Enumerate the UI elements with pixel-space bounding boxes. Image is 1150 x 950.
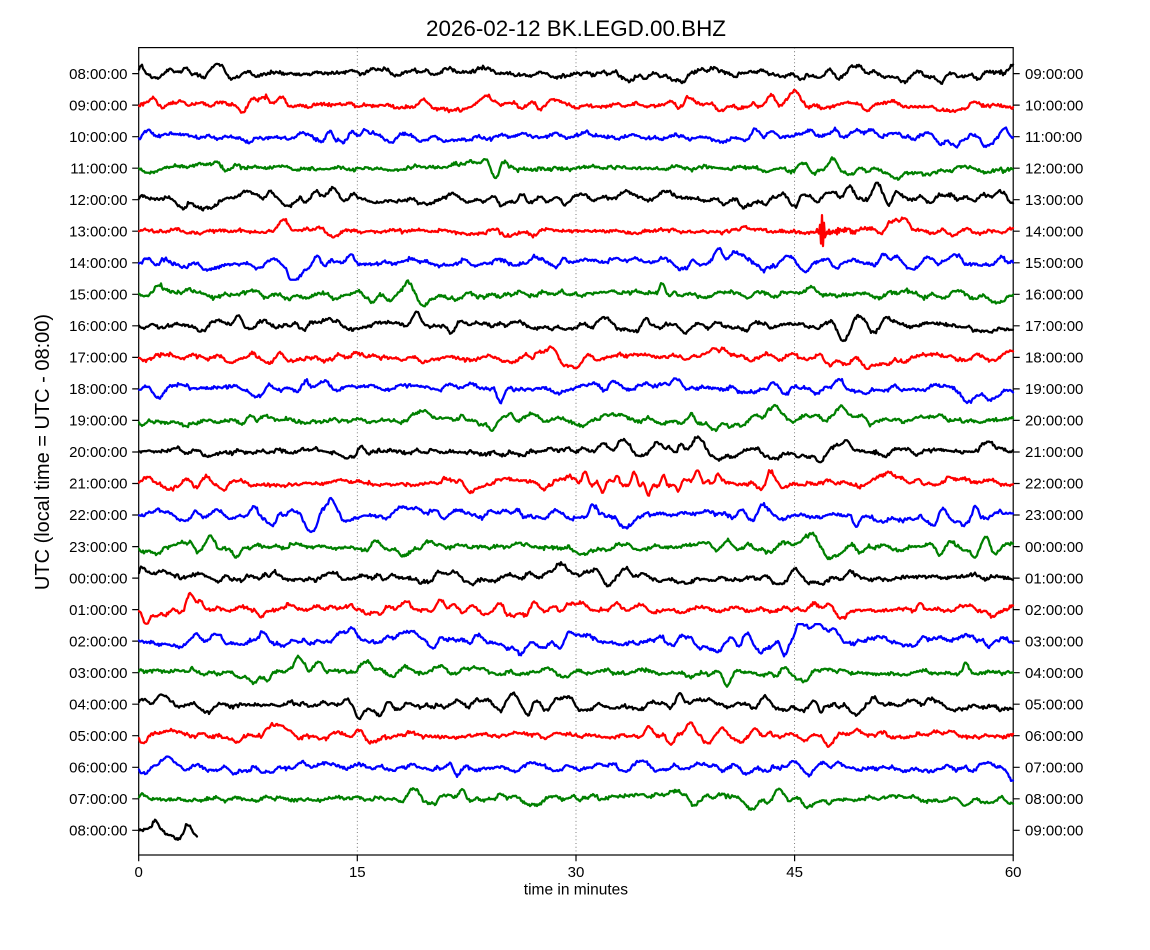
svg-text:45: 45 xyxy=(786,864,803,881)
svg-text:0: 0 xyxy=(135,864,143,881)
svg-text:UTC (local time = UTC - 08:00): UTC (local time = UTC - 08:00) xyxy=(32,314,54,590)
svg-text:60: 60 xyxy=(1005,864,1022,881)
svg-text:09:00:00: 09:00:00 xyxy=(1025,823,1083,840)
svg-text:12:00:00: 12:00:00 xyxy=(1025,160,1083,177)
svg-text:16:00:00: 16:00:00 xyxy=(69,318,127,335)
svg-text:05:00:00: 05:00:00 xyxy=(1025,696,1083,713)
svg-text:08:00:00: 08:00:00 xyxy=(69,823,127,840)
svg-text:15:00:00: 15:00:00 xyxy=(69,287,127,304)
svg-text:08:00:00: 08:00:00 xyxy=(1025,791,1083,808)
svg-text:00:00:00: 00:00:00 xyxy=(69,570,127,587)
svg-text:2026-02-12 BK.LEGD.00.BHZ: 2026-02-12 BK.LEGD.00.BHZ xyxy=(426,16,726,41)
svg-text:04:00:00: 04:00:00 xyxy=(69,696,127,713)
svg-text:16:00:00: 16:00:00 xyxy=(1025,287,1083,304)
svg-text:22:00:00: 22:00:00 xyxy=(69,507,127,524)
svg-text:06:00:00: 06:00:00 xyxy=(1025,728,1083,745)
svg-text:09:00:00: 09:00:00 xyxy=(1025,66,1083,83)
svg-text:23:00:00: 23:00:00 xyxy=(69,539,127,556)
svg-text:12:00:00: 12:00:00 xyxy=(69,192,127,209)
svg-text:01:00:00: 01:00:00 xyxy=(1025,570,1083,587)
svg-text:06:00:00: 06:00:00 xyxy=(69,760,127,777)
svg-text:05:00:00: 05:00:00 xyxy=(69,728,127,745)
svg-text:11:00:00: 11:00:00 xyxy=(1025,129,1082,146)
svg-text:09:00:00: 09:00:00 xyxy=(69,97,127,114)
svg-text:20:00:00: 20:00:00 xyxy=(1025,413,1083,430)
svg-text:13:00:00: 13:00:00 xyxy=(1025,192,1083,209)
svg-text:03:00:00: 03:00:00 xyxy=(69,665,127,682)
svg-text:14:00:00: 14:00:00 xyxy=(1025,223,1083,240)
svg-text:19:00:00: 19:00:00 xyxy=(69,413,127,430)
svg-text:18:00:00: 18:00:00 xyxy=(1025,350,1083,367)
svg-text:14:00:00: 14:00:00 xyxy=(69,255,127,272)
svg-text:08:00:00: 08:00:00 xyxy=(69,66,127,83)
svg-text:11:00:00: 11:00:00 xyxy=(70,160,127,177)
svg-text:17:00:00: 17:00:00 xyxy=(1025,318,1083,335)
svg-text:02:00:00: 02:00:00 xyxy=(69,633,127,650)
svg-text:07:00:00: 07:00:00 xyxy=(1025,760,1083,777)
svg-text:17:00:00: 17:00:00 xyxy=(69,350,127,367)
svg-text:21:00:00: 21:00:00 xyxy=(1025,444,1083,461)
svg-text:22:00:00: 22:00:00 xyxy=(1025,476,1083,493)
svg-text:15: 15 xyxy=(349,864,366,881)
svg-text:00:00:00: 00:00:00 xyxy=(1025,539,1083,556)
svg-text:13:00:00: 13:00:00 xyxy=(69,223,127,240)
svg-text:10:00:00: 10:00:00 xyxy=(1025,97,1083,114)
svg-text:21:00:00: 21:00:00 xyxy=(69,476,127,493)
svg-text:01:00:00: 01:00:00 xyxy=(69,602,127,619)
svg-text:time in minutes: time in minutes xyxy=(524,882,628,899)
svg-text:18:00:00: 18:00:00 xyxy=(69,381,127,398)
svg-text:23:00:00: 23:00:00 xyxy=(1025,507,1083,524)
svg-text:19:00:00: 19:00:00 xyxy=(1025,381,1083,398)
svg-text:04:00:00: 04:00:00 xyxy=(1025,665,1083,682)
svg-text:03:00:00: 03:00:00 xyxy=(1025,633,1083,650)
svg-text:20:00:00: 20:00:00 xyxy=(69,444,127,461)
svg-text:02:00:00: 02:00:00 xyxy=(1025,602,1083,619)
svg-text:10:00:00: 10:00:00 xyxy=(69,129,127,146)
svg-text:15:00:00: 15:00:00 xyxy=(1025,255,1083,272)
svg-text:30: 30 xyxy=(568,864,585,881)
svg-text:07:00:00: 07:00:00 xyxy=(69,791,127,808)
